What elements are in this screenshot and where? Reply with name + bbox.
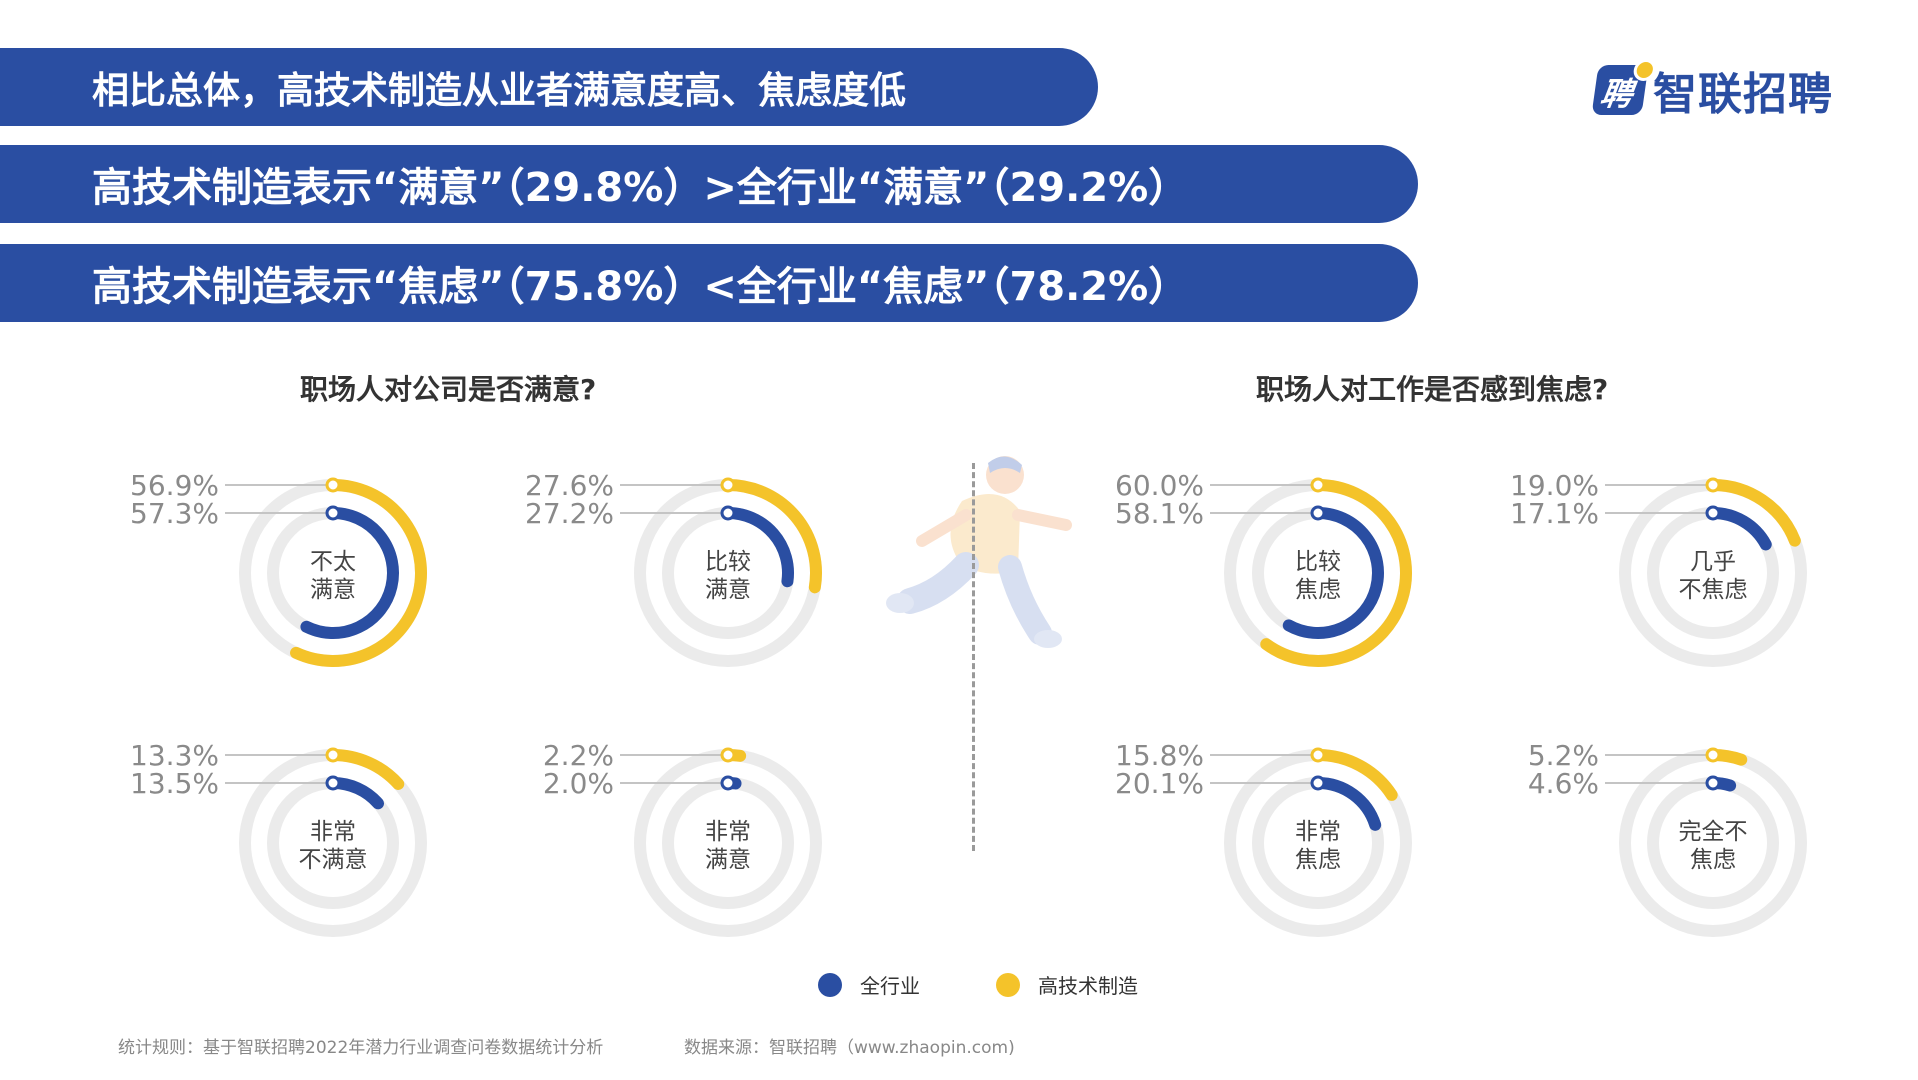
donut-arc-all <box>1282 507 1384 639</box>
donut-center-label: 满意 <box>310 577 356 603</box>
start-dot-hightech <box>1310 747 1326 763</box>
donut-arc-hightech <box>722 479 822 594</box>
legend-label-hightech: 高技术制造 <box>1038 974 1138 998</box>
donut-center-label: 非常 <box>705 819 751 845</box>
start-dot-hightech <box>720 477 736 493</box>
donut-arc-all <box>1707 507 1772 551</box>
donut-arc-all <box>300 507 399 639</box>
donut-center-label: 焦虑 <box>1295 847 1341 873</box>
donut-center-label: 非常 <box>1295 819 1341 845</box>
anxiety-comparison-text: 高技术制造表示“焦虑”（75.8%）<全行业“焦虑”（78.2%） <box>92 264 1189 310</box>
satisfaction-section-title: 职场人对公司是否满意? <box>300 373 597 406</box>
section-divider <box>972 463 975 851</box>
legend-label-all: 全行业 <box>860 974 920 998</box>
headline-text: 相比总体，高技术制造从业者满意度高、焦虑度低 <box>92 69 906 112</box>
donut-arc-hightech <box>1707 479 1801 547</box>
value-label-all: 27.2% <box>525 497 614 530</box>
legend-item-hightech: 高技术制造 <box>996 970 1138 999</box>
start-dot-hightech <box>1705 477 1721 493</box>
donut-center-label: 不满意 <box>299 847 368 873</box>
value-label-hightech: 2.2% <box>543 739 614 772</box>
value-label-all: 13.5% <box>130 767 219 800</box>
value-label-all: 20.1% <box>1115 767 1204 800</box>
value-label-hightech: 15.8% <box>1115 739 1204 772</box>
donut-center-label: 焦虑 <box>1295 577 1341 603</box>
value-label-hightech: 60.0% <box>1115 469 1204 502</box>
value-label-all: 57.3% <box>130 497 219 530</box>
donut-arc-all <box>722 507 794 588</box>
donut-center-label: 不太 <box>310 549 356 575</box>
start-dot-all <box>1310 775 1326 791</box>
value-label-hightech: 56.9% <box>130 469 219 502</box>
donut-center-label: 几乎 <box>1690 549 1736 575</box>
anxiety-section-title: 职场人对工作是否感到焦虑? <box>1256 373 1609 406</box>
start-dot-all <box>1310 505 1326 521</box>
start-dot-hightech <box>1310 477 1326 493</box>
value-label-hightech: 13.3% <box>130 739 219 772</box>
start-dot-all <box>1705 505 1721 521</box>
legend-item-all: 全行业 <box>818 970 920 999</box>
footnote-source: 数据来源：智联招聘（www.zhaopin.com) <box>684 1038 1015 1058</box>
legend: 全行业 高技术制造 <box>818 970 1214 999</box>
donut-center-label: 比较 <box>705 549 751 575</box>
donut-center-label: 非常 <box>310 819 356 845</box>
start-dot-hightech <box>325 477 341 493</box>
start-dot-all <box>325 505 341 521</box>
value-label-all: 17.1% <box>1510 497 1599 530</box>
start-dot-all <box>720 505 736 521</box>
logo-text: 智联招聘 <box>1653 69 1833 120</box>
zhaopin-logo: 聘 智联招聘 <box>1591 58 1833 122</box>
donut-center-label: 满意 <box>705 577 751 603</box>
donut-center-label: 比较 <box>1295 549 1341 575</box>
value-label-hightech: 27.6% <box>525 469 614 502</box>
start-dot-all <box>325 775 341 791</box>
anxiety-comparison-banner: 高技术制造表示“焦虑”（75.8%）<全行业“焦虑”（78.2%） <box>0 244 1418 322</box>
start-dot-hightech <box>1705 747 1721 763</box>
legend-swatch-all <box>818 972 842 997</box>
headline-banner: 相比总体，高技术制造从业者满意度高、焦虑度低 <box>0 48 1098 126</box>
donut-center-label: 满意 <box>705 847 751 873</box>
footnote-rule: 统计规则：基于智联招聘2022年潜力行业调查问卷数据统计分析 <box>118 1038 604 1058</box>
value-label-hightech: 5.2% <box>1528 739 1599 772</box>
value-label-all: 58.1% <box>1115 497 1204 530</box>
donut-center-label: 完全不 <box>1679 819 1748 845</box>
running-person-icon <box>870 453 1080 657</box>
satisfaction-comparison-banner: 高技术制造表示“满意”（29.8%）>全行业“满意”（29.2%） <box>0 145 1418 223</box>
start-dot-hightech <box>720 747 736 763</box>
donut-arc-all <box>1312 777 1382 831</box>
donut-center-label: 不焦虑 <box>1679 577 1748 603</box>
legend-swatch-hightech <box>996 972 1020 997</box>
value-label-all: 2.0% <box>543 767 614 800</box>
start-dot-all <box>720 775 736 791</box>
start-dot-hightech <box>325 747 341 763</box>
value-label-all: 4.6% <box>1528 767 1599 800</box>
satisfaction-comparison-text: 高技术制造表示“满意”（29.8%）>全行业“满意”（29.2%） <box>92 165 1189 211</box>
value-label-hightech: 19.0% <box>1510 469 1599 502</box>
donut-arc-hightech <box>290 479 427 667</box>
start-dot-all <box>1705 775 1721 791</box>
donut-arc-hightech <box>1312 749 1398 801</box>
donut-center-label: 焦虑 <box>1690 847 1736 873</box>
donut-arc-hightech <box>1260 479 1412 667</box>
